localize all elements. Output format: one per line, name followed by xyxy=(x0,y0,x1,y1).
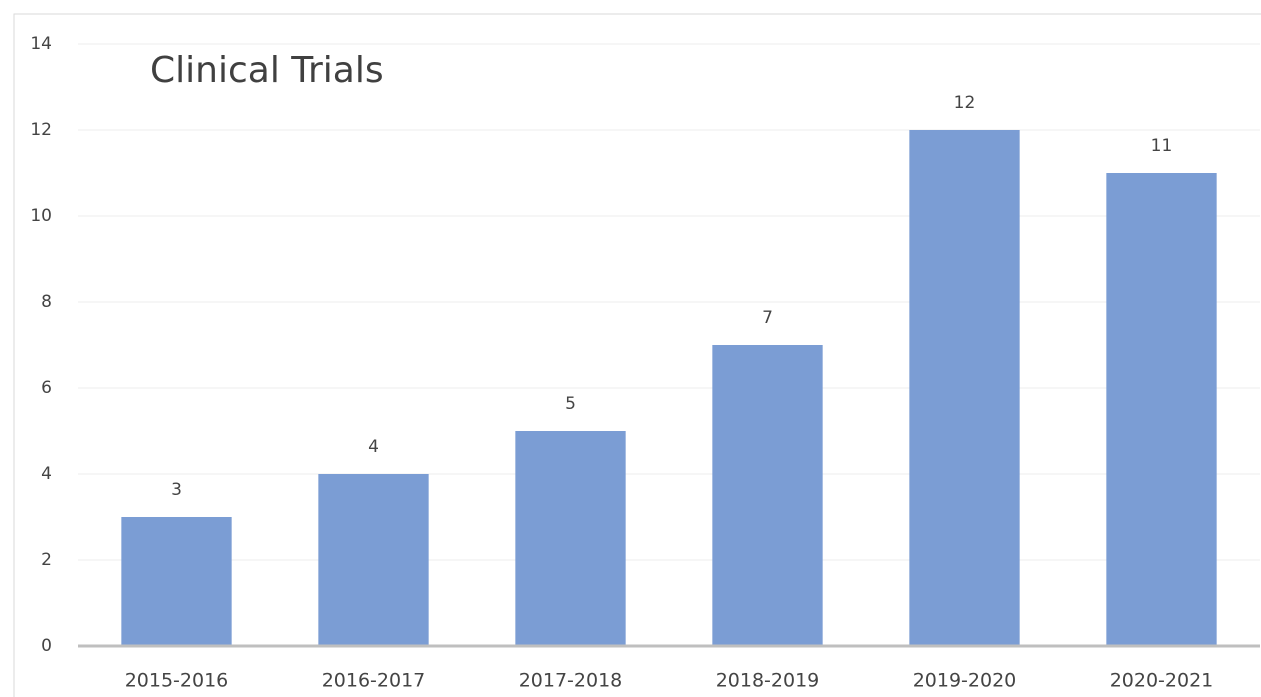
bar xyxy=(712,345,823,646)
y-tick-label: 6 xyxy=(41,378,52,398)
y-tick-label: 14 xyxy=(30,34,52,54)
bar xyxy=(318,474,429,646)
bar xyxy=(909,130,1020,646)
chart-frame xyxy=(13,13,1261,697)
x-tick-label: 2019-2020 xyxy=(913,670,1017,692)
y-tick-label: 2 xyxy=(41,550,52,570)
y-tick-label: 10 xyxy=(30,206,52,226)
data-label: 4 xyxy=(368,437,379,457)
data-label: 3 xyxy=(171,480,182,500)
data-label: 11 xyxy=(1151,136,1173,156)
x-tick-label: 2020-2021 xyxy=(1110,670,1214,692)
bar xyxy=(121,517,232,646)
data-label: 7 xyxy=(762,308,773,328)
chart-title: Clinical Trials xyxy=(150,50,384,91)
y-tick-label: 0 xyxy=(41,636,52,656)
bar xyxy=(515,431,626,646)
y-tick-label: 8 xyxy=(41,292,52,312)
data-label: 5 xyxy=(565,394,576,414)
data-label: 12 xyxy=(954,93,976,113)
x-tick-label: 2016-2017 xyxy=(322,670,426,692)
x-tick-label: 2018-2019 xyxy=(716,670,820,692)
x-tick-label: 2017-2018 xyxy=(519,670,623,692)
x-tick-label: 2015-2016 xyxy=(125,670,229,692)
y-tick-label: 12 xyxy=(30,120,52,140)
bar xyxy=(1106,173,1217,646)
y-tick-label: 4 xyxy=(41,464,52,484)
